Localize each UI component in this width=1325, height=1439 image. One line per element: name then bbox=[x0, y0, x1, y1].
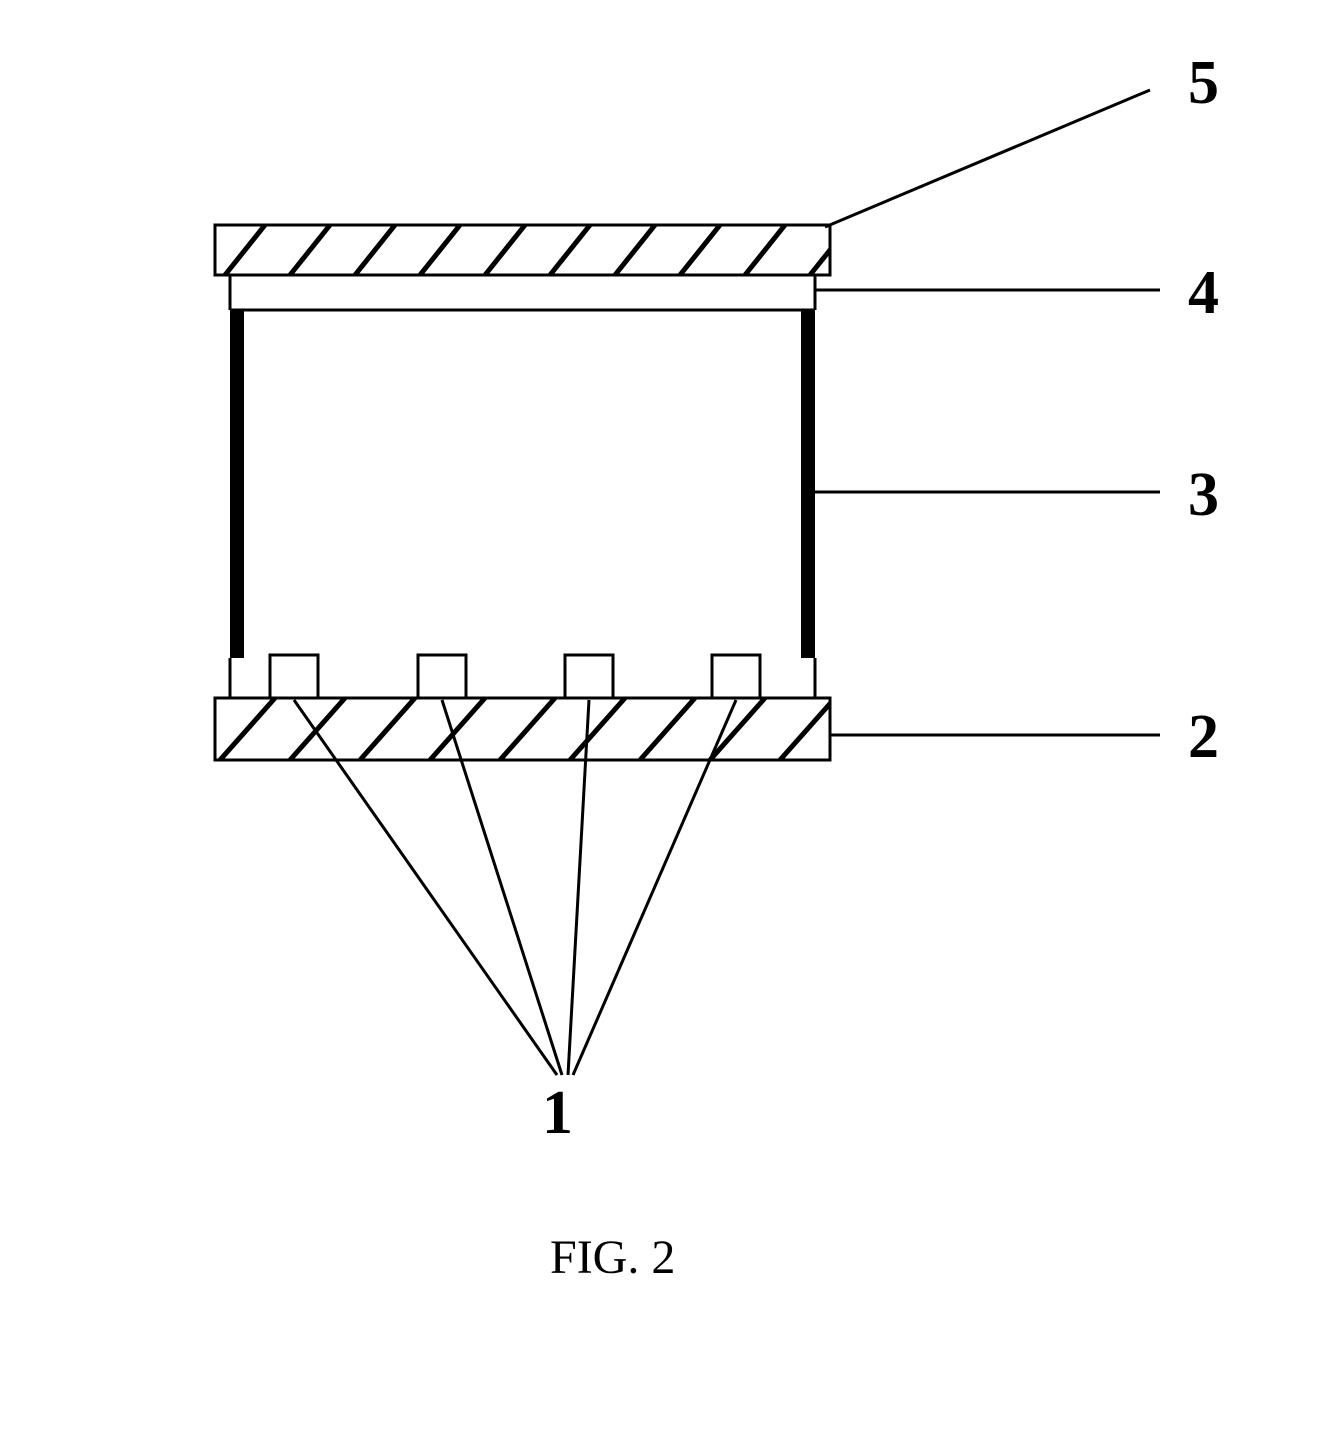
small-boxes-group bbox=[270, 655, 760, 698]
small-box bbox=[418, 655, 466, 698]
label-1: 1 bbox=[542, 1078, 573, 1149]
gap-layer bbox=[230, 275, 815, 310]
figure-caption: FIG. 2 bbox=[550, 1230, 675, 1285]
top-plate bbox=[215, 225, 850, 275]
small-box bbox=[270, 655, 318, 698]
label-5: 5 bbox=[1188, 48, 1219, 119]
small-box bbox=[712, 655, 760, 698]
label-2: 2 bbox=[1188, 702, 1219, 773]
figure-container: 5 4 3 2 1 FIG. 2 bbox=[0, 0, 1325, 1439]
label-4: 4 bbox=[1188, 258, 1219, 329]
label-3: 3 bbox=[1188, 460, 1219, 531]
leader-5 bbox=[825, 90, 1150, 227]
bottom-plate bbox=[215, 698, 835, 760]
right-wall bbox=[801, 310, 815, 658]
left-wall bbox=[230, 310, 244, 658]
small-box bbox=[565, 655, 613, 698]
diagram-svg bbox=[0, 0, 1325, 1439]
